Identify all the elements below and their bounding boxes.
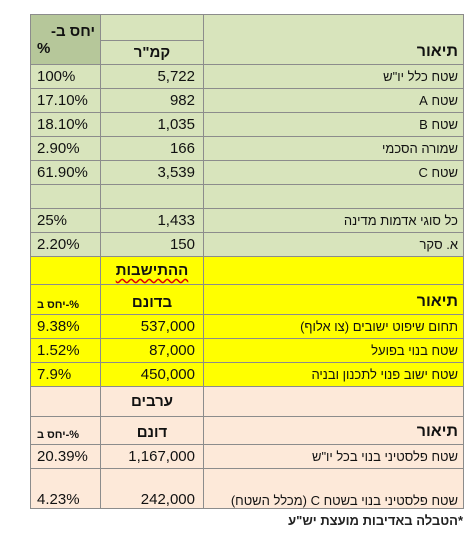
- section-title-text: ההתישבות: [115, 262, 189, 279]
- description: שטח B: [203, 112, 464, 137]
- amount: 1,167,000: [100, 444, 204, 469]
- footnote: *הטבלה באדיבות מועצת יש"ע: [288, 513, 463, 528]
- empty-cell: [100, 184, 204, 209]
- table-row: תיאור יחס ב-%: [30, 14, 464, 65]
- table-row: שטח בנוי בפועל 87,000 1.52%: [30, 338, 464, 363]
- table-row: שטח ישוב פנוי לתכנון ובניה 450,000 7.9%: [30, 362, 464, 387]
- empty-cell: [203, 386, 464, 417]
- empty-cell: [30, 386, 101, 417]
- amount: 3,539: [100, 160, 204, 185]
- table-body: תיאור יחס ב-% קמ"ר שטח כלל יו"ש 5,722 100% שטח…: [30, 14, 464, 509]
- table-row: [30, 184, 464, 209]
- table-row: שטח B 1,035 18.10%: [30, 112, 464, 137]
- description: כל סוגי אדמות מדינה: [203, 208, 464, 233]
- section-title: ערבים: [100, 386, 204, 417]
- header-ratio: יחס ב-%: [30, 284, 101, 315]
- ratio: 7.9%: [30, 362, 101, 387]
- ratio: 1.52%: [30, 338, 101, 363]
- amount: 150: [100, 232, 204, 257]
- description: תחום שיפוט ישובים (צו אלוף): [203, 314, 464, 339]
- header-unit: דונם: [100, 416, 204, 445]
- header-description: תיאור: [203, 416, 464, 445]
- description: שטח ישוב פנוי לתכנון ובניה: [203, 362, 464, 387]
- ratio: 9.38%: [30, 314, 101, 339]
- amount: 1,035: [100, 112, 204, 137]
- ratio: 17.10%: [30, 88, 101, 113]
- empty-cell: [203, 256, 464, 285]
- description: שטח C: [203, 160, 464, 185]
- table-row: שטח פלסטיני בנוי בשטח C (מכלל השטח) 242,0…: [30, 468, 464, 509]
- table-row: שטח C 3,539 61.90%: [30, 160, 464, 185]
- ratio: 20.39%: [30, 444, 101, 469]
- section-title-text: ערבים: [130, 393, 174, 410]
- amount: 166: [100, 136, 204, 161]
- header-description: תיאור: [203, 14, 464, 65]
- table-row: שטח פלסטיני בנוי בכל יו"ש 1,167,000 20.39%: [30, 444, 464, 469]
- table-row: ההתישבות: [30, 256, 464, 285]
- description: שטח בנוי בפועל: [203, 338, 464, 363]
- table-row: שמורה הסכמי 166 2.90%: [30, 136, 464, 161]
- table-row: כל סוגי אדמות מדינה 1,433 25%: [30, 208, 464, 233]
- table-row: תיאור בדונם יחס ב-%: [30, 284, 464, 315]
- empty-cell: [203, 184, 464, 209]
- amount: 87,000: [100, 338, 204, 363]
- data-table: תיאור יחס ב-% קמ"ר שטח כלל יו"ש 5,722 100% שטח…: [30, 14, 464, 509]
- ratio: 100%: [30, 64, 101, 89]
- description: שטח פלסטיני בנוי בכל יו"ש: [203, 444, 464, 469]
- header-ratio: יחס ב-%: [30, 14, 101, 65]
- table-row: שטח כלל יו"ש 5,722 100%: [30, 64, 464, 89]
- empty-cell: [100, 14, 204, 41]
- ratio: 25%: [30, 208, 101, 233]
- amount: 5,722: [100, 64, 204, 89]
- description: שטח פלסטיני בנוי בשטח C (מכלל השטח): [203, 468, 464, 509]
- amount: 537,000: [100, 314, 204, 339]
- table-row: קמ"ר: [31, 40, 464, 65]
- ratio: 18.10%: [30, 112, 101, 137]
- empty-cell: [30, 184, 101, 209]
- amount: 982: [100, 88, 204, 113]
- amount: 1,433: [100, 208, 204, 233]
- table-row: תיאור דונם יחס ב-%: [30, 416, 464, 445]
- ratio: 4.23%: [30, 468, 101, 509]
- header-ratio: יחס ב-%: [30, 416, 101, 445]
- amount: 242,000: [100, 468, 204, 509]
- table-row: שטח A 982 17.10%: [30, 88, 464, 113]
- description: א. סקר: [203, 232, 464, 257]
- table-row: תחום שיפוט ישובים (צו אלוף) 537,000 9.38%: [30, 314, 464, 339]
- description: שטח כלל יו"ש: [203, 64, 464, 89]
- description: שטח A: [203, 88, 464, 113]
- table-row: א. סקר 150 2.20%: [30, 232, 464, 257]
- header-unit: קמ"ר: [100, 40, 204, 65]
- empty-cell: [30, 256, 101, 285]
- header-ratio-line: %: [37, 39, 51, 57]
- header-ratio-line: יחס ב-: [51, 22, 95, 40]
- header-unit: בדונם: [100, 284, 204, 315]
- description: שמורה הסכמי: [203, 136, 464, 161]
- ratio: 2.20%: [30, 232, 101, 257]
- amount: 450,000: [100, 362, 204, 387]
- ratio: 2.90%: [30, 136, 101, 161]
- header-description: תיאור: [203, 284, 464, 315]
- ratio: 61.90%: [30, 160, 101, 185]
- section-title: ההתישבות: [100, 256, 204, 285]
- table-row: ערבים: [30, 386, 464, 417]
